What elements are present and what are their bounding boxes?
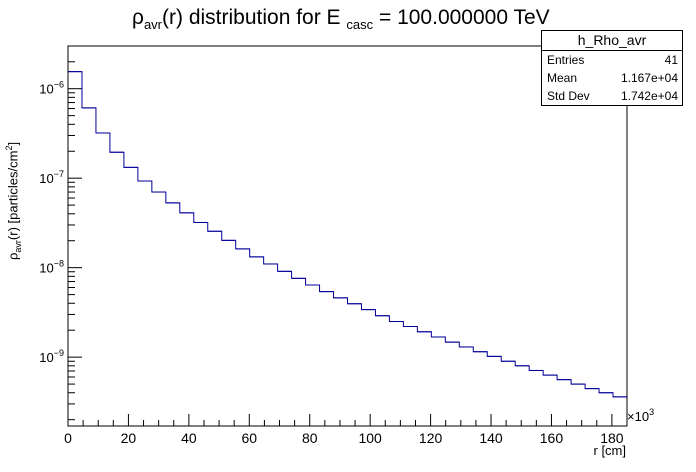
y-tick-label: 10−6 — [39, 80, 64, 97]
x-tick-label: 40 — [181, 430, 197, 446]
histogram-line — [68, 71, 627, 398]
x-tick-label: 120 — [419, 430, 443, 446]
x-tick-label: 140 — [479, 430, 503, 446]
y-tick-label: 10−7 — [39, 169, 64, 186]
stats-row-stddev: Std Dev 1.742e+04 — [547, 89, 678, 103]
stats-box: h_Rho_avr Entries 41 Mean 1.167e+04 Std De… — [541, 30, 683, 106]
stats-row-entries: Entries 41 — [547, 53, 678, 67]
chart-title: ρavr(r) distribution for E casc = 100.00… — [132, 6, 550, 32]
y-tick-label: 10−8 — [39, 259, 64, 276]
stats-title: h_Rho_avr — [542, 31, 682, 51]
y-axis-ticks: 10−9 10−8 10−7 10−6 — [39, 45, 82, 421]
x-axis-ticks: 0 20 40 60 80 100 120 140 160 180 — [64, 414, 628, 446]
stats-row-mean: Mean 1.167e+04 — [547, 71, 678, 85]
x-tick-label: 180 — [600, 430, 624, 446]
x-tick-label: 100 — [358, 430, 382, 446]
title-rho-sub: avr — [143, 17, 163, 33]
x-tick-label: 160 — [540, 430, 564, 446]
x-tick-label: 0 — [64, 430, 72, 446]
title-middle: (r) distribution for E — [162, 6, 347, 29]
plot-frame — [67, 45, 628, 427]
x-tick-label: 60 — [242, 430, 258, 446]
y-tick-label: 10−9 — [39, 348, 64, 365]
x-tick-label: 20 — [121, 430, 137, 446]
x-axis-multiplier: ×103 — [627, 407, 654, 424]
x-tick-label: 80 — [302, 430, 318, 446]
title-e-sub: casc — [346, 17, 374, 33]
x-axis-label: r [cm] — [593, 443, 627, 458]
histogram-bins — [68, 71, 627, 398]
title-rho: ρ — [132, 6, 144, 29]
y-axis-label: ρavr(r) [particles/cm2] — [4, 141, 23, 260]
plot-frame-rect — [67, 45, 628, 427]
title-suffix: = 100.000000 TeV — [373, 6, 550, 29]
